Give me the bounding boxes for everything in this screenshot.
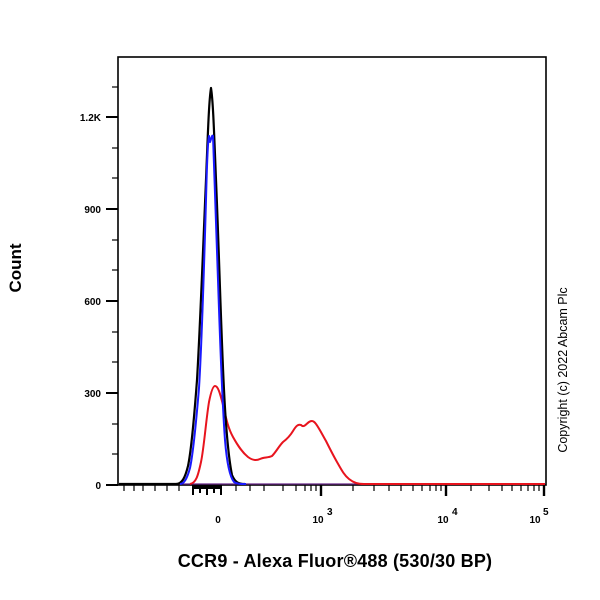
y-tick-600: 600 — [84, 297, 101, 308]
x-tick-1e5: 10 5 — [529, 507, 549, 526]
plot-frame — [117, 56, 547, 486]
y-tick-900: 900 — [84, 205, 101, 216]
x-tick-0: 0 — [215, 515, 221, 526]
svg-text:10: 10 — [529, 515, 541, 526]
black-curve — [119, 86, 246, 486]
y-tick-0: 0 — [95, 481, 101, 492]
svg-text:10: 10 — [312, 515, 324, 526]
x-axis-ticks — [123, 485, 546, 496]
x-tick-1e4: 10 4 — [437, 507, 458, 526]
svg-text:4: 4 — [452, 507, 458, 518]
y-axis-ticks — [106, 86, 118, 486]
blue-curve — [179, 134, 247, 485]
y-tick-1200: 1.2K — [80, 113, 102, 124]
red-curve — [189, 385, 545, 485]
x-axis-label: CCR9 - Alexa Fluor®488 (530/30 BP) — [177, 551, 493, 571]
svg-text:5: 5 — [543, 507, 549, 518]
svg-text:10: 10 — [437, 515, 449, 526]
x-tick-1e3: 10 3 — [312, 507, 333, 526]
svg-text:3: 3 — [327, 507, 333, 518]
y-tick-300: 300 — [84, 389, 101, 400]
